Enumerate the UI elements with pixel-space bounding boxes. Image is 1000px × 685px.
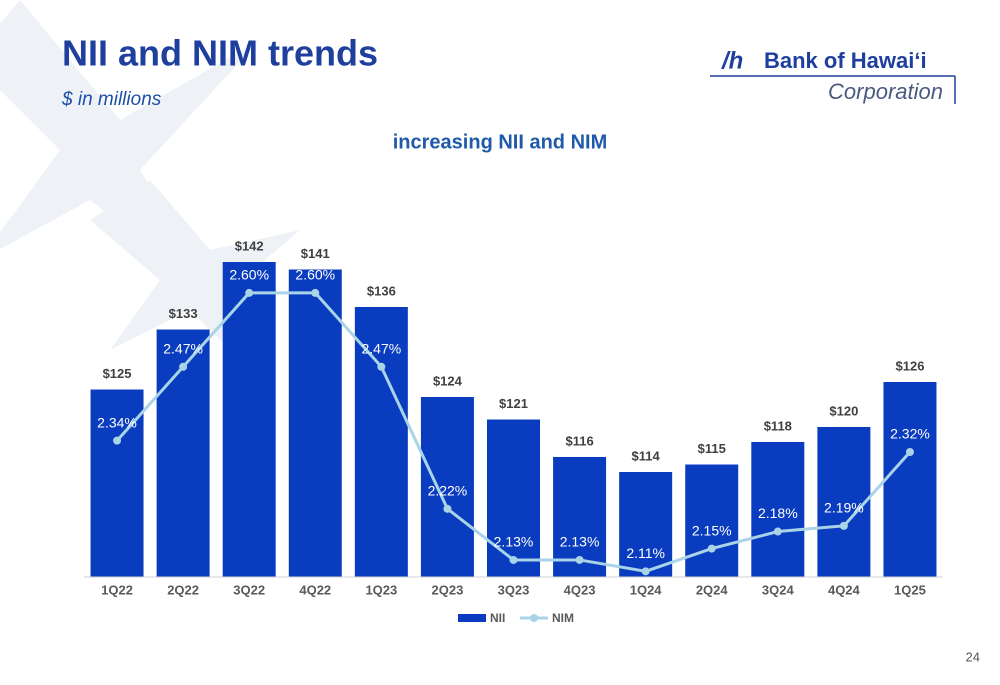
x-tick-label: 4Q24: [828, 582, 861, 597]
line-value-label: 2.34%: [97, 414, 137, 430]
line-value-label: 2.15%: [692, 522, 732, 538]
bar-value-label: $142: [235, 238, 264, 253]
bar: [222, 262, 276, 577]
x-tick-label: 3Q22: [233, 582, 265, 597]
logo-mark: /h: [721, 47, 743, 74]
background-stars: [0, 0, 300, 380]
bar-value-label: $120: [829, 403, 858, 418]
bar: [685, 464, 739, 577]
x-tick-label: 2Q23: [432, 582, 464, 597]
bar: [487, 419, 540, 577]
bar: [619, 472, 673, 577]
bar-value-label: $141: [301, 246, 330, 261]
line-point: [179, 362, 188, 371]
bar-value-label: $125: [103, 366, 132, 381]
line-value-label: 2.13%: [494, 534, 534, 550]
logo-sub: Corporation: [828, 79, 943, 104]
line-value-label: 2.47%: [361, 340, 401, 356]
x-tick-label: 1Q24: [630, 582, 663, 597]
line-value-label: 2.19%: [824, 500, 864, 516]
line-value-label: 2.60%: [295, 267, 335, 283]
subtitle: $ in millions: [61, 89, 162, 110]
line-point: [443, 504, 452, 513]
line-point: [707, 544, 716, 553]
line-point: [509, 555, 518, 564]
x-tick-label: 2Q24: [696, 582, 729, 597]
x-tick-label: 1Q22: [101, 582, 133, 597]
logo: /h Bank of Hawaiʻi Corporation: [710, 47, 956, 104]
bar: [817, 427, 871, 577]
line-point: [839, 521, 848, 530]
x-tick-label: 4Q23: [564, 582, 596, 597]
bar-value-label: $118: [764, 418, 792, 433]
bar-value-label: $136: [367, 283, 396, 298]
legend-label: NIM: [552, 611, 574, 625]
x-tick-label: 3Q24: [762, 582, 795, 597]
line-point: [311, 288, 320, 297]
line-value-label: 2.18%: [758, 505, 798, 521]
x-tick-label: 1Q25: [894, 582, 926, 597]
line-value-label: 2.60%: [229, 267, 269, 283]
bar-value-label: $121: [499, 396, 528, 411]
bar-value-label: $115: [698, 441, 726, 456]
legend-label: NII: [490, 611, 505, 625]
line-point: [641, 567, 650, 576]
line-value-label: 2.47%: [163, 340, 203, 356]
legend-swatch: [530, 614, 538, 622]
line-value-label: 2.32%: [890, 426, 930, 442]
bar-value-label: $133: [169, 306, 198, 321]
bar: [288, 269, 342, 577]
bar-value-label: $124: [433, 373, 463, 388]
bar-value-label: $114: [632, 448, 661, 463]
star: [90, 180, 300, 380]
slide-title: NII and NIM trends: [62, 33, 378, 74]
line-value-label: 2.22%: [428, 483, 468, 499]
line-point: [245, 288, 254, 297]
legend-swatch: [458, 614, 486, 622]
x-tick-label: 2Q22: [167, 582, 199, 597]
x-tick-label: 3Q23: [498, 582, 530, 597]
x-tick-label: 1Q23: [365, 582, 397, 597]
line-point: [575, 555, 584, 564]
line-value-label: 2.13%: [560, 534, 600, 550]
line-value-label: 2.11%: [626, 545, 665, 561]
bar: [420, 397, 474, 577]
bar: [883, 382, 937, 577]
line-point: [113, 436, 122, 445]
bar: [354, 307, 408, 577]
star: [0, 0, 260, 300]
line-point: [377, 362, 386, 371]
bar-value-label: $126: [896, 358, 925, 373]
logo-name: Bank of Hawaiʻi: [764, 48, 927, 73]
line-point: [905, 448, 914, 456]
line-point: [773, 527, 782, 536]
bar: [751, 442, 805, 577]
bar-value-label: $116: [565, 433, 593, 448]
page-number: 24: [966, 649, 980, 664]
x-tick-label: 4Q22: [299, 582, 331, 597]
chart-title: increasing NII and NIM: [393, 131, 607, 153]
